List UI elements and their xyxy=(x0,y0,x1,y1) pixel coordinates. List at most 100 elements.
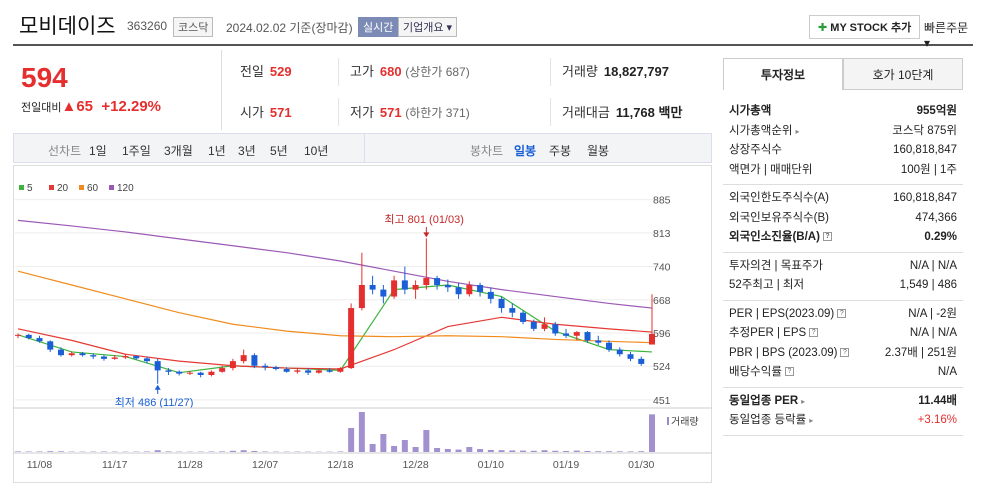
x-tick-label: 01/19 xyxy=(553,459,579,471)
volume-bar xyxy=(627,451,634,452)
period-tab[interactable]: 1일 xyxy=(89,144,107,158)
info-value: 1,549 | 486 xyxy=(899,279,957,291)
candle-body xyxy=(337,368,344,372)
quote-value: 529 xyxy=(269,64,292,79)
candle-body xyxy=(326,370,333,372)
volume-bar xyxy=(595,451,602,452)
info-label: 동일업종 등락률 ▸ xyxy=(729,411,813,431)
period-tab[interactable]: 3년 xyxy=(238,144,256,158)
x-tick-label: 01/30 xyxy=(628,459,654,471)
quote-grid: 전일 529 고가 680 (상한가 687) 거래량 18,827,797 시가 571 저가… xyxy=(222,50,712,130)
candle-body xyxy=(154,361,161,371)
divider xyxy=(338,98,339,126)
y-tick-label: 596 xyxy=(653,328,671,340)
quote-cell: 저가 571 (하한가 371) xyxy=(350,102,470,121)
mystock-button[interactable]: ✚ MY STOCK 추가 xyxy=(809,15,921,39)
candle-body xyxy=(412,285,419,290)
info-label-text: 외국인한도주식수(A) xyxy=(729,192,829,204)
info-row: 52주최고 | 최저 1,549 | 486 xyxy=(729,276,957,296)
candle-body xyxy=(530,321,537,329)
volume-bar xyxy=(154,450,161,452)
realtime-button[interactable]: 실시간 xyxy=(358,17,399,37)
candle-body xyxy=(584,332,591,341)
candle-tab[interactable]: 일봉 xyxy=(514,144,537,158)
volume-bar xyxy=(100,451,107,452)
panel-section: 시가총액 955억원 시가총액순위 ▸ 코스닥 875위 상장주식수 160,818,847… xyxy=(723,98,963,185)
candle-tab[interactable]: 주봉 xyxy=(549,144,572,158)
moving-average xyxy=(17,270,653,344)
candle-body xyxy=(305,370,312,373)
candle-tab[interactable]: 월봉 xyxy=(587,144,610,158)
volume-bar xyxy=(520,450,527,452)
arrowhead xyxy=(154,384,161,390)
info-label: PBR | BPS (2023.09)? xyxy=(729,344,850,364)
info-value: 160,818,847 xyxy=(893,144,957,156)
period-tab[interactable]: 5년 xyxy=(270,144,288,158)
candle-body xyxy=(498,298,505,309)
info-icon: ▸ xyxy=(795,126,800,136)
volume-bar xyxy=(487,450,494,452)
volume-bar xyxy=(337,451,344,452)
volume-bar xyxy=(584,451,591,452)
volume-bar xyxy=(380,434,387,452)
change-value: 65 xyxy=(76,98,94,115)
candle-body xyxy=(15,334,21,336)
info-icon: ? xyxy=(837,308,847,318)
candle-body xyxy=(401,280,408,290)
stock-name: 모비데이즈 xyxy=(19,15,116,38)
overview-dropdown[interactable]: 기업개요 ▾ xyxy=(398,17,458,37)
legend-label: 20 xyxy=(57,183,69,194)
info-value: +3.16% xyxy=(917,414,957,426)
x-tick-label: 11/28 xyxy=(177,459,203,471)
divider xyxy=(338,58,339,86)
candle-body xyxy=(68,353,75,356)
divider xyxy=(550,58,551,86)
candle-body xyxy=(348,308,355,369)
info-label: 동일업종 PER ▸ xyxy=(729,392,805,412)
info-label-text: 외국인소진율(B/A) xyxy=(729,231,820,243)
panel-tab[interactable]: 투자정보 xyxy=(723,58,843,90)
info-row: 상장주식수 160,818,847 xyxy=(729,141,957,161)
info-value: 11.44배 xyxy=(918,394,957,407)
candle-body xyxy=(627,354,634,359)
arrowhead xyxy=(423,232,430,238)
tab-label: 봉차트 xyxy=(470,144,504,158)
x-tick-label: 12/07 xyxy=(252,459,278,471)
volume-bar xyxy=(348,428,355,452)
info-icon: ? xyxy=(809,328,819,338)
info-value: 955억원 xyxy=(916,105,957,117)
legend-label: 120 xyxy=(117,183,134,194)
candle-body xyxy=(552,324,559,334)
info-row: 시가총액순위 ▸ 코스닥 875위 xyxy=(729,122,957,142)
info-label-text: 외국인보유주식수(B) xyxy=(729,211,829,224)
price-chart: 5 20 60 120 885 813 740 668 596 524 451 최고 801 (01/… xyxy=(13,165,712,483)
quick-order[interactable]: 빠른주문 ▾ xyxy=(924,21,969,50)
volume-bar xyxy=(423,430,430,452)
period-tab[interactable]: 1주일 xyxy=(122,144,151,158)
quote-label: 거래대금 xyxy=(562,105,610,120)
info-label: 투자의견 | 목표주가 xyxy=(729,257,823,277)
period-tab[interactable]: 1년 xyxy=(208,144,226,158)
volume-bar xyxy=(240,450,247,452)
period-tab[interactable]: 3개월 xyxy=(164,144,193,158)
panel-tab[interactable]: 호가 10단계 xyxy=(843,58,963,90)
price-change: 전일대비▲65 +12.29% xyxy=(21,98,162,115)
info-icon: ▸ xyxy=(801,396,806,406)
info-label-text: 상장주식수 xyxy=(729,144,782,156)
legend-label: 5 xyxy=(27,183,33,194)
candle-body xyxy=(283,369,290,372)
quote-value: 680 xyxy=(379,64,402,79)
info-row: 추정PER | EPS? N/A | N/A xyxy=(729,324,957,344)
panel-section: 외국인한도주식수(A) 160,818,847 외국인보유주식수(B) 474,366… xyxy=(723,185,963,253)
period-tab[interactable]: 10년 xyxy=(304,144,329,158)
info-value: 474,366 xyxy=(915,211,957,224)
info-label: 외국인소진율(B/A)? xyxy=(729,228,832,248)
info-label-text: PER | EPS(2023.09) xyxy=(729,307,835,320)
info-label: 시가총액순위 ▸ xyxy=(729,122,800,142)
volume-bar xyxy=(412,447,419,452)
info-row: 외국인한도주식수(A) 160,818,847 xyxy=(729,189,957,209)
volume-bar xyxy=(466,447,473,452)
tab-label: 선차트 xyxy=(48,144,82,158)
info-label-text: 투자의견 | 목표주가 xyxy=(729,259,824,272)
info-label-text: PBR | BPS (2023.09) xyxy=(729,346,838,359)
